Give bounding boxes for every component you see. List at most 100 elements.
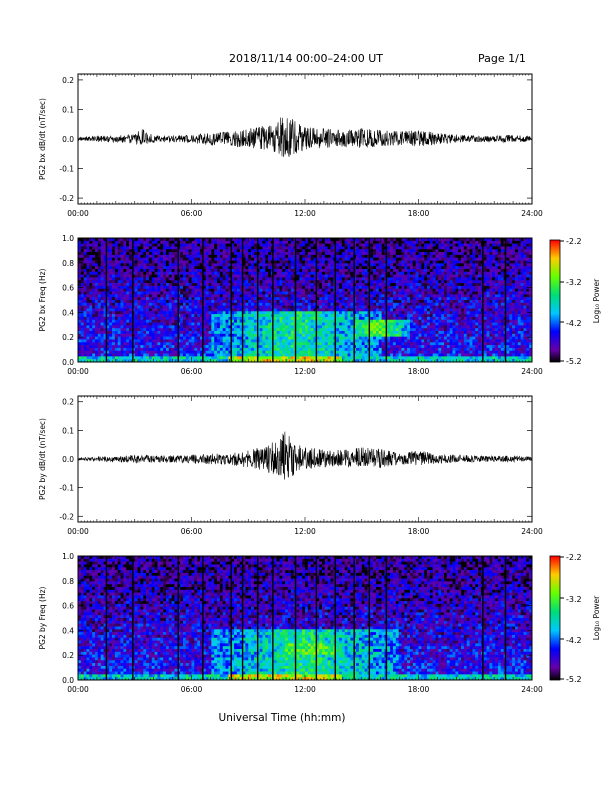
spectrogram-cell xyxy=(319,292,322,295)
spectrogram-cell xyxy=(126,258,129,261)
spectrogram-cell xyxy=(373,246,376,249)
spectrogram-cell xyxy=(220,294,223,297)
spectrogram-cell xyxy=(359,331,362,334)
spectrogram-cell xyxy=(115,325,118,328)
spectrogram-cell xyxy=(149,269,152,272)
spectrogram-cell xyxy=(268,317,271,320)
spectrogram-cell xyxy=(223,258,226,261)
spectrogram-cell xyxy=(339,323,342,326)
spectrogram-cell xyxy=(109,286,112,289)
spectrogram-cell xyxy=(123,342,126,345)
spectrogram-cell xyxy=(87,258,90,261)
spectrogram-cell xyxy=(285,348,288,351)
spectrogram-cell xyxy=(223,283,226,286)
spectrogram-cell xyxy=(155,339,158,342)
spectrogram-cell xyxy=(160,345,163,348)
spectrogram-cell xyxy=(121,339,124,342)
spectrogram-cell xyxy=(362,339,365,342)
spectrogram-cell xyxy=(305,308,308,311)
spectrogram-cell xyxy=(322,303,325,306)
spectrogram-cell xyxy=(260,263,263,266)
spectrogram-cell xyxy=(123,339,126,342)
spectrogram-cell xyxy=(291,280,294,283)
spectrogram-cell xyxy=(296,294,299,297)
spectrogram-cell xyxy=(197,249,200,252)
spectrogram-cell xyxy=(163,252,166,255)
spectrogram-cell xyxy=(296,286,299,289)
spectrogram-cell xyxy=(376,325,379,328)
spectrogram-cell xyxy=(285,342,288,345)
spectrogram-cell xyxy=(379,263,382,266)
spectrogram-cell xyxy=(274,351,277,354)
spectrogram-cell xyxy=(350,266,353,269)
spectrogram-cell xyxy=(121,275,124,278)
spectrogram-cell xyxy=(146,292,149,295)
spectrogram-cell xyxy=(274,261,277,264)
spectrogram-cell xyxy=(359,263,362,266)
spectrogram-cell xyxy=(186,249,189,252)
spectrogram-cell xyxy=(331,328,334,331)
spectrogram-cell xyxy=(291,263,294,266)
spectrogram-cell xyxy=(217,300,220,303)
spectrogram-cell xyxy=(214,328,217,331)
spectrogram-cell xyxy=(152,297,155,300)
spectrogram-cell xyxy=(305,306,308,309)
spectrogram-cell xyxy=(345,311,348,314)
spectrogram-cell xyxy=(160,272,163,275)
spectrogram-cell xyxy=(277,311,280,314)
spectrogram-cell xyxy=(265,266,268,269)
spectrogram-cell xyxy=(302,348,305,351)
spectrogram-cell xyxy=(81,263,84,266)
spectrogram-cell xyxy=(149,263,152,266)
spectrogram-cell xyxy=(172,294,175,297)
spectrogram-cell xyxy=(166,342,169,345)
spectrogram-cell xyxy=(336,331,339,334)
spectrogram-cell xyxy=(234,272,237,275)
spectrogram-cell xyxy=(308,275,311,278)
spectrogram-cell xyxy=(254,280,257,283)
spectrogram-cell xyxy=(126,263,129,266)
spectrogram-cell xyxy=(237,280,240,283)
spectrogram-cell xyxy=(319,351,322,354)
spectrogram-cell xyxy=(84,244,87,247)
spectrogram-cell xyxy=(143,252,146,255)
spectrogram-cell xyxy=(92,275,95,278)
spectrogram-cell xyxy=(192,337,195,340)
spectrogram-cell xyxy=(192,308,195,311)
spectrogram-cell xyxy=(123,244,126,247)
spectrogram-cell xyxy=(311,348,314,351)
spectrogram-cell xyxy=(112,311,115,314)
spectrogram-cell xyxy=(251,297,254,300)
spectrogram-cell xyxy=(291,351,294,354)
spectrogram-cell xyxy=(126,331,129,334)
spectrogram-cell xyxy=(172,252,175,255)
spectrogram-cell xyxy=(81,351,84,354)
spectrogram-cell xyxy=(146,266,149,269)
spectrogram-cell xyxy=(186,308,189,311)
spectrogram-cell xyxy=(149,294,152,297)
spectrogram-cell xyxy=(296,275,299,278)
spectrogram-cell xyxy=(331,314,334,317)
spectrogram-cell xyxy=(217,269,220,272)
spectrogram-cell xyxy=(331,339,334,342)
spectrogram-cell xyxy=(291,345,294,348)
spectrogram-cell xyxy=(365,297,368,300)
spectrogram-cell xyxy=(226,348,229,351)
spectrogram-cell xyxy=(268,306,271,309)
spectrogram-cell xyxy=(336,339,339,342)
spectrogram-cell xyxy=(220,348,223,351)
spectrogram-cell xyxy=(143,249,146,252)
spectrogram-cell xyxy=(101,261,104,264)
spectrogram-cell xyxy=(157,354,160,357)
spectrogram-cell xyxy=(146,331,149,334)
spectrogram-cell xyxy=(163,292,166,295)
spectrogram-cell xyxy=(339,263,342,266)
spectrogram-cell xyxy=(89,342,92,345)
spectrogram-cell xyxy=(157,300,160,303)
spectrogram-cell xyxy=(328,311,331,314)
spectrogram-cell xyxy=(101,345,104,348)
spectrogram-cell xyxy=(126,356,129,359)
spectrogram-cell xyxy=(328,283,331,286)
spectrogram-cell xyxy=(356,339,359,342)
spectrogram-cell xyxy=(262,328,265,331)
